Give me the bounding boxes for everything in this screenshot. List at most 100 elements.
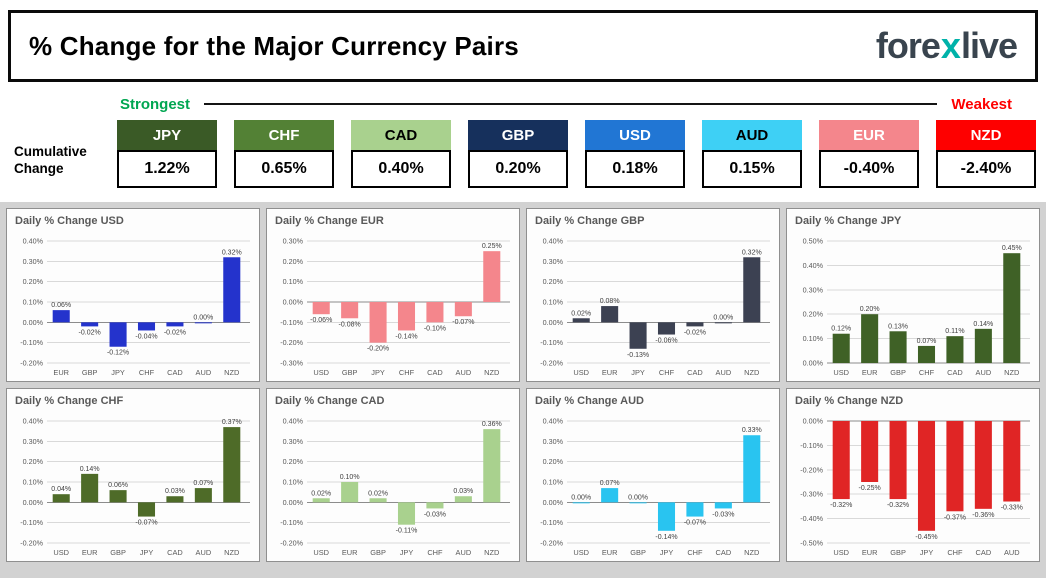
x-category-label: JPY <box>660 548 674 557</box>
cumulative-label-line: Cumulative <box>14 143 87 159</box>
scale-line <box>204 103 938 105</box>
x-category-label: JPY <box>400 548 414 557</box>
y-tick-label: 0.50% <box>803 237 824 246</box>
bar-usd <box>832 421 850 500</box>
x-category-label: AUD <box>716 368 732 377</box>
x-category-label: USD <box>573 368 589 377</box>
bar-gbp <box>629 502 647 504</box>
x-category-label: AUD <box>196 368 212 377</box>
bar-value-label: 0.14% <box>973 321 993 328</box>
x-category-label: AUD <box>456 548 472 557</box>
currency-box-gbp: GBP 0.20% <box>468 120 568 188</box>
bar-value-label: -0.37% <box>944 514 966 521</box>
bar-value-label: -0.13% <box>627 352 649 359</box>
y-tick-label: 0.20% <box>543 457 564 466</box>
chart-title: Daily % Change CAD <box>275 395 385 407</box>
x-category-label: CHF <box>427 548 443 557</box>
y-tick-label: 0.10% <box>803 334 824 343</box>
bar-value-label: 0.07% <box>600 480 620 487</box>
bar-gbp <box>889 421 907 500</box>
bar-value-label: 0.03% <box>453 488 473 495</box>
chart-panel-cad: Daily % Change CAD 0.40% 0.30% 0.20% 0.10% 0.… <box>266 388 520 562</box>
bar-usd <box>572 502 590 504</box>
header: % Change for the Major Currency Pairs fo… <box>8 10 1038 82</box>
y-tick-label: 0.30% <box>543 437 564 446</box>
bar-chf <box>917 345 936 363</box>
bar-value-label: 0.36% <box>482 421 502 428</box>
chart-svg: 0.30% 0.20% 0.10% 0.00% -0.10% -0.20% -0.30% -0… <box>280 237 510 377</box>
x-category-label: NZD <box>744 548 759 557</box>
x-category-label: EUR <box>862 548 878 557</box>
currency-code: CHF <box>234 120 334 150</box>
x-category-label: EUR <box>82 548 98 557</box>
y-tick-label: 0.10% <box>543 298 564 307</box>
x-category-label: CAD <box>167 368 183 377</box>
bar-value-label: 0.10% <box>340 474 360 481</box>
bar-chf <box>657 322 676 335</box>
y-tick-label: 0.20% <box>803 310 824 319</box>
y-tick-label: 0.10% <box>543 478 564 487</box>
cumulative-change-label: Cumulative Change <box>14 143 117 188</box>
bar-cad <box>974 421 992 509</box>
y-tick-label: 0.40% <box>543 417 564 426</box>
bar-value-label: 0.14% <box>80 466 100 473</box>
y-tick-label: 0.00% <box>803 359 824 368</box>
cumulative-value: -0.40% <box>819 150 919 188</box>
bar-value-label: -0.04% <box>135 333 157 340</box>
x-category-label: NZD <box>744 368 759 377</box>
bar-eur <box>81 473 99 503</box>
bar-aud <box>194 322 212 324</box>
x-category-label: JPY <box>920 548 934 557</box>
bar-jpy <box>397 502 416 525</box>
y-tick-label: 0.10% <box>23 298 44 307</box>
x-category-label: CAD <box>947 368 963 377</box>
y-tick-label: -0.20% <box>540 359 563 368</box>
currency-box-cad: CAD 0.40% <box>351 120 451 188</box>
bar-value-label: 0.00% <box>713 314 733 321</box>
y-tick-label: -0.20% <box>540 539 563 548</box>
chart-title: Daily % Change USD <box>15 215 124 227</box>
y-tick-label: 0.20% <box>543 277 564 286</box>
chart-svg: 0.40% 0.30% 0.20% 0.10% 0.00% -0.10% -0.20% 0.0… <box>20 237 250 377</box>
bar-aud <box>1003 421 1021 502</box>
bar-gbp <box>369 498 387 503</box>
currency-box-eur: EUR -0.40% <box>819 120 919 188</box>
currency-code: EUR <box>819 120 919 150</box>
logo-x-icon: x <box>940 25 961 66</box>
bar-value-label: -0.02% <box>684 329 706 336</box>
currency-code: AUD <box>702 120 802 150</box>
x-category-label: CHF <box>399 368 415 377</box>
chart-svg: 0.40% 0.30% 0.20% 0.10% 0.00% -0.10% -0.20% 0.0… <box>540 237 770 377</box>
currency-code: NZD <box>936 120 1036 150</box>
bar-value-label: -0.14% <box>655 534 677 541</box>
y-tick-label: -0.10% <box>20 518 43 527</box>
y-tick-label: -0.20% <box>280 539 303 548</box>
x-category-label: GBP <box>370 548 386 557</box>
x-category-label: CHF <box>919 368 935 377</box>
x-category-label: CAD <box>687 368 703 377</box>
bar-value-label: 0.03% <box>165 488 185 495</box>
bar-gbp <box>889 331 907 363</box>
bar-value-label: 0.02% <box>368 490 388 497</box>
chart-panel-aud: Daily % Change AUD 0.40% 0.30% 0.20% 0.10% 0.… <box>526 388 780 562</box>
bar-eur <box>341 482 359 503</box>
chart-title: Daily % Change JPY <box>795 215 902 227</box>
cumulative-value: 0.20% <box>468 150 568 188</box>
cumulative-value: 0.40% <box>351 150 451 188</box>
x-category-label: EUR <box>602 548 618 557</box>
chart-svg: 0.00% -0.10% -0.20% -0.30% -0.40% -0.50% -0.32… <box>800 417 1030 557</box>
y-tick-label: 0.20% <box>283 457 304 466</box>
bar-chf <box>946 421 964 512</box>
bar-nzd <box>743 435 761 503</box>
bar-value-label: 0.07% <box>917 338 937 345</box>
bar-value-label: -0.03% <box>424 511 446 518</box>
cumulative-value: 0.18% <box>585 150 685 188</box>
y-tick-label: 0.00% <box>23 318 44 327</box>
x-category-label: GBP <box>890 548 906 557</box>
y-tick-label: 0.20% <box>23 277 44 286</box>
bar-aud <box>974 328 992 363</box>
y-tick-label: 0.30% <box>23 257 44 266</box>
chart-svg: 0.50% 0.40% 0.30% 0.20% 0.10% 0.00% 0.12% USD 0.… <box>803 237 1030 377</box>
chart-title: Daily % Change CHF <box>15 395 124 407</box>
bar-nzd <box>483 429 501 503</box>
